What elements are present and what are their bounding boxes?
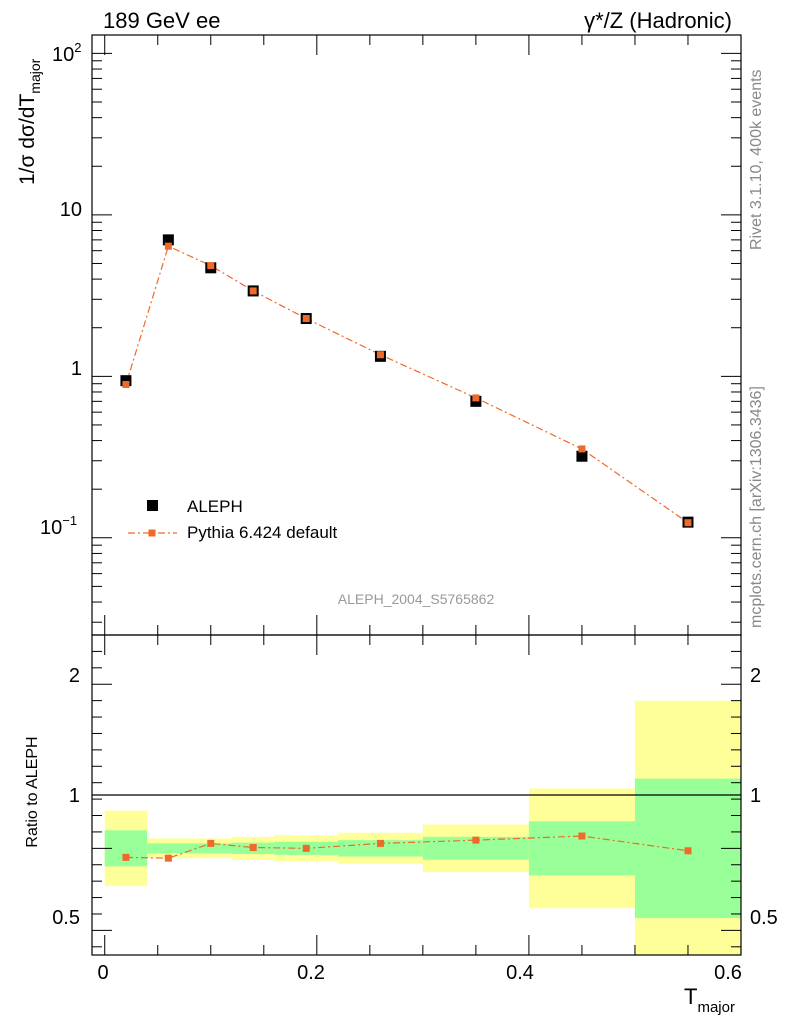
legend-marker-aleph [147, 500, 158, 511]
legend: ALEPH Pythia 6.424 default [128, 497, 338, 542]
ratio-error-bands [104, 700, 741, 955]
ratio-band-inner [528, 821, 635, 876]
ratio-plot-frame [91, 634, 742, 956]
mc-point [249, 287, 257, 295]
legend-label-aleph: ALEPH [187, 497, 243, 516]
ratio-mc-point [164, 854, 172, 862]
mc-point [376, 351, 384, 359]
mcplots-label: mcplots.cern.ch [arXiv:1306.3436] [748, 386, 765, 628]
ratio-ytick-label-0.5: 0.5 [52, 907, 80, 929]
ratio-plot-panel: 2 1 0.5 2 1 0.5 Ratio to ALEPH 0 0.2 0.4… [24, 634, 778, 1016]
analysis-id-label: ALEPH_2004_S5765862 [338, 591, 495, 607]
ratio-ytick-label-1: 1 [69, 785, 80, 807]
xtick-label-0: 0 [97, 962, 108, 984]
main-ylabel: 1/σ dσ/dTmajor [16, 58, 43, 185]
mc-point [578, 445, 586, 453]
ytick-label-100: 102 [52, 40, 81, 66]
ratio-band-inner [422, 836, 529, 860]
mc-point [207, 262, 215, 270]
xtick-label-0.4: 0.4 [506, 962, 534, 984]
ratio-ytick-label-2: 2 [69, 665, 80, 687]
energy-label: 189 GeV ee [103, 8, 220, 33]
ratio-data-points [122, 832, 692, 862]
ratio-mc-point [302, 844, 310, 852]
rivet-version-label: Rivet 3.1.10, 400k events [748, 69, 765, 250]
ratio-mc-point [472, 836, 480, 844]
mc-point [302, 315, 310, 323]
data-point [162, 234, 174, 246]
ratio-mc-point [122, 853, 130, 861]
legend-label-pythia: Pythia 6.424 default [187, 523, 338, 542]
ratio-band-inner [147, 843, 190, 854]
main-axis-ticks [92, 35, 742, 635]
ratio-mc-point [207, 839, 215, 847]
ratio-ytick-label-right-2: 2 [750, 665, 761, 687]
ratio-ytick-label-right-0.5: 0.5 [750, 907, 778, 929]
main-series-lines [125, 245, 689, 524]
data-point [576, 450, 588, 462]
legend-marker-pythia [148, 529, 156, 537]
mc-point [122, 380, 130, 388]
xlabel: Tmajor [684, 984, 735, 1016]
ratio-mc-point [376, 839, 384, 847]
mc-point [472, 394, 480, 402]
ytick-label-0.1: 10−1 [40, 513, 77, 539]
ratio-mc-point [578, 832, 586, 840]
xtick-label-0.2: 0.2 [297, 962, 325, 984]
ytick-label-10: 10 [60, 199, 82, 221]
mc-point [684, 519, 692, 527]
xtick-label-0.6: 0.6 [714, 962, 742, 984]
ytick-label-1: 1 [71, 358, 82, 380]
mc-point [164, 242, 172, 250]
main-plot-frame [91, 34, 742, 636]
ratio-axis-ticks [92, 635, 742, 955]
process-label: γ*/Z (Hadronic) [584, 8, 732, 33]
main-plot-panel: 102 10 1 10−1 1/σ dσ/dTmajor ALEPH Pythi… [16, 34, 742, 636]
mc-line [125, 245, 689, 524]
ratio-mc-point [249, 844, 257, 852]
ratio-ytick-label-right-1: 1 [750, 785, 761, 807]
ratio-mc-point [684, 847, 692, 855]
ratio-band-inner [189, 843, 232, 854]
ratio-ylabel: Ratio to ALEPH [24, 736, 41, 847]
data-point [120, 375, 132, 387]
main-data-points [120, 234, 694, 528]
